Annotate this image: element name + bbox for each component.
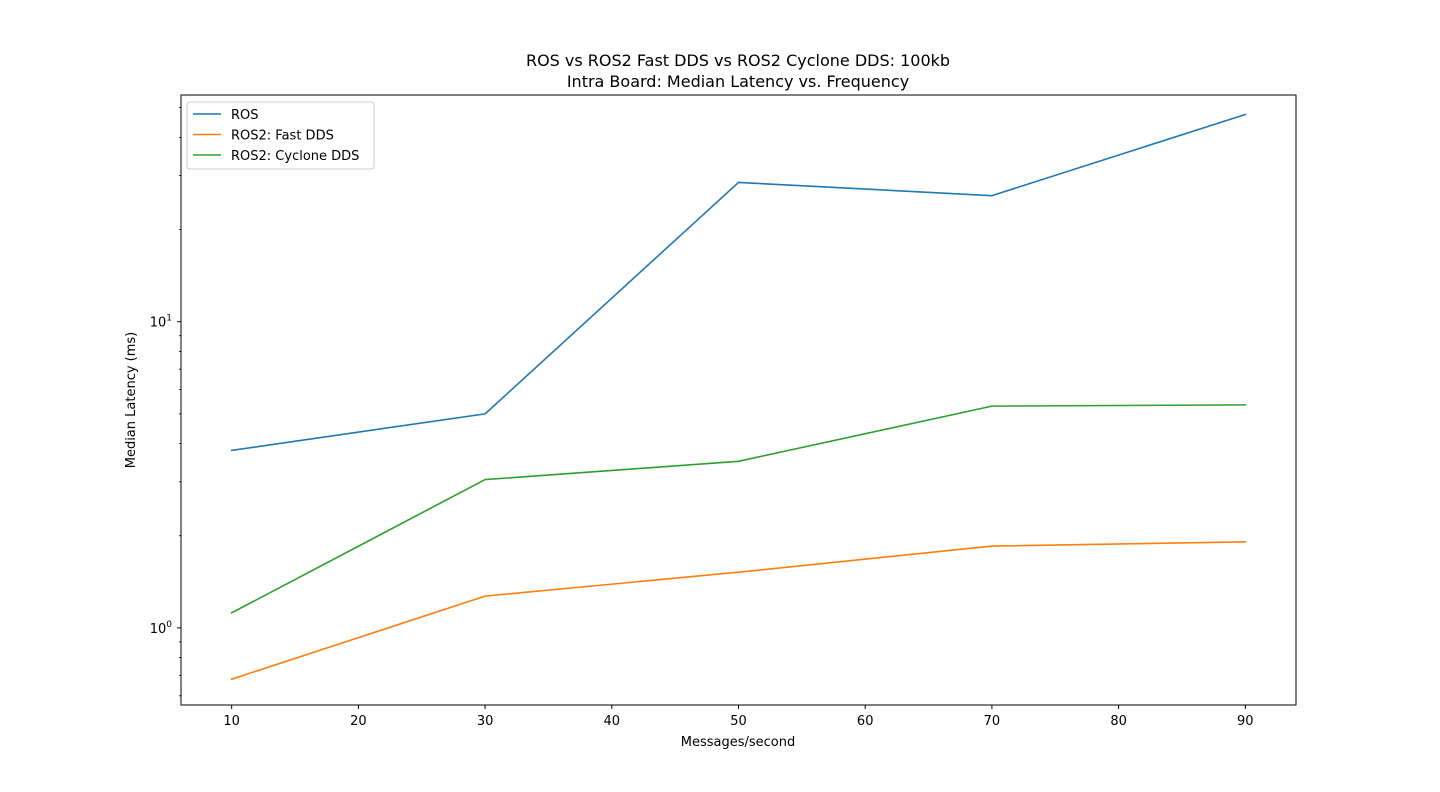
x-tick-label: 40 [604, 714, 621, 729]
legend-label-0: ROS [231, 108, 259, 123]
x-tick-label: 20 [350, 714, 367, 729]
x-axis-ticks: 10 20 30 40 50 60 70 80 90 [223, 705, 1254, 729]
legend: ROS ROS2: Fast DDS ROS2: Cyclone DDS [186, 101, 375, 170]
chart-subtitle: Intra Board: Median Latency vs. Frequenc… [567, 72, 909, 91]
series-line-0 [230, 113, 1247, 452]
y-axis-ticks: 100 101 [150, 107, 181, 697]
x-tick-label: 60 [857, 714, 874, 729]
x-tick-label: 70 [984, 714, 1001, 729]
x-tick-label: 80 [1110, 714, 1127, 729]
x-tick-label: 30 [477, 714, 494, 729]
legend-label-1: ROS2: Fast DDS [231, 129, 334, 144]
series-line-1 [230, 541, 1247, 681]
x-tick-label: 50 [730, 714, 747, 729]
x-tick-label: 10 [223, 714, 240, 729]
plot-lines [230, 113, 1247, 681]
chart-title: ROS vs ROS2 Fast DDS vs ROS2 Cyclone DDS… [526, 51, 950, 70]
y-tick-label: 101 [150, 314, 172, 331]
x-tick-label: 90 [1237, 714, 1254, 729]
y-tick-label: 100 [150, 620, 173, 637]
legend-items: ROS ROS2: Fast DDS ROS2: Cyclone DDS [193, 108, 359, 164]
y-axis-label: Median Latency (ms) [124, 332, 139, 469]
series-line-2 [230, 404, 1247, 614]
legend-label-2: ROS2: Cyclone DDS [231, 149, 359, 164]
x-axis-label: Messages/second [681, 735, 796, 750]
legend-box [186, 101, 375, 170]
